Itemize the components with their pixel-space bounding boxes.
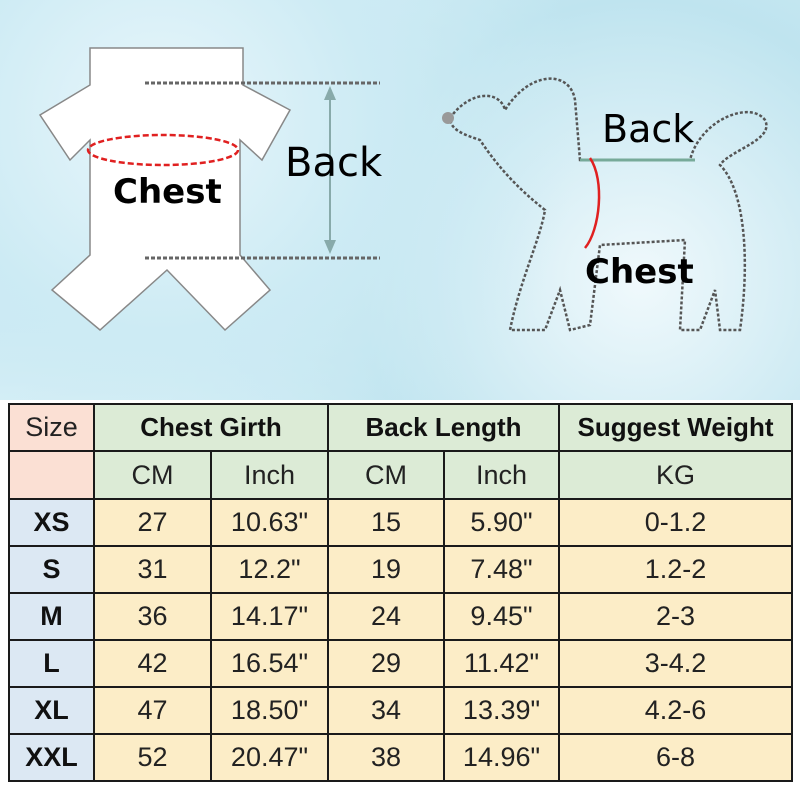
dog-outline-icon: [442, 77, 768, 332]
cell-weight: 3-4.2: [558, 639, 793, 688]
measurement-diagram: [38, 47, 768, 332]
size-cell: XXL: [8, 733, 95, 782]
back-length-header: Back Length: [327, 403, 560, 452]
cell-chest-inch: 20.47": [210, 733, 329, 782]
chest-girth-header: Chest Girth: [93, 403, 329, 452]
cell-weight: 4.2-6: [558, 686, 793, 735]
cell-back-inch: 13.39": [443, 686, 560, 735]
size-unit-cell: [8, 450, 95, 500]
cell-back-inch: 7.48": [443, 545, 560, 594]
cell-weight: 1.2-2: [558, 545, 793, 594]
cell-chest-cm: 36: [93, 592, 212, 641]
cell-back-cm: 19: [327, 545, 445, 594]
dog-back-label: Back: [602, 107, 695, 151]
unit-back-inch: Inch: [443, 450, 560, 500]
table-row: XL 47 18.50" 34 13.39" 4.2-6: [8, 686, 793, 735]
size-chart-table: Size Chest Girth Back Length Suggest Wei…: [8, 403, 793, 782]
table-row: XS 27 10.63" 15 5.90" 0-1.2: [8, 498, 793, 547]
cell-chest-cm: 31: [93, 545, 212, 594]
garment-chest-label: Chest: [113, 172, 222, 212]
cell-weight: 2-3: [558, 592, 793, 641]
unit-chest-inch: Inch: [210, 450, 329, 500]
cell-back-cm: 24: [327, 592, 445, 641]
cell-back-cm: 38: [327, 733, 445, 782]
dog-chest-label: Chest: [585, 252, 694, 292]
table-row: XXL 52 20.47" 38 14.96" 6-8: [8, 733, 793, 782]
unit-chest-cm: CM: [93, 450, 212, 500]
cell-back-inch: 5.90": [443, 498, 560, 547]
unit-weight-kg: KG: [558, 450, 793, 500]
cell-chest-inch: 10.63": [210, 498, 329, 547]
illustration: Chest Back Back Chest: [0, 0, 800, 400]
cell-back-inch: 11.42": [443, 639, 560, 688]
garment-back-label: Back: [285, 140, 383, 186]
cell-chest-cm: 47: [93, 686, 212, 735]
cell-chest-cm: 42: [93, 639, 212, 688]
cell-back-cm: 29: [327, 639, 445, 688]
cell-chest-cm: 27: [93, 498, 212, 547]
cell-back-cm: 34: [327, 686, 445, 735]
size-cell: XS: [8, 498, 95, 547]
table-row: M 36 14.17" 24 9.45" 2-3: [8, 592, 793, 641]
garment-icon: [38, 47, 380, 332]
cell-chest-inch: 14.17": [210, 592, 329, 641]
size-cell: L: [8, 639, 95, 688]
cell-chest-inch: 18.50": [210, 686, 329, 735]
cell-chest-inch: 12.2": [210, 545, 329, 594]
table-row: L 42 16.54" 29 11.42" 3-4.2: [8, 639, 793, 688]
cell-back-cm: 15: [327, 498, 445, 547]
size-cell: M: [8, 592, 95, 641]
table-row: S 31 12.2" 19 7.48" 1.2-2: [8, 545, 793, 594]
size-header: Size: [8, 403, 95, 452]
cell-weight: 0-1.2: [558, 498, 793, 547]
cell-back-inch: 14.96": [443, 733, 560, 782]
suggest-weight-header: Suggest Weight: [558, 403, 793, 452]
size-cell: XL: [8, 686, 95, 735]
cell-weight: 6-8: [558, 733, 793, 782]
unit-back-cm: CM: [327, 450, 445, 500]
cell-chest-inch: 16.54": [210, 639, 329, 688]
cell-back-inch: 9.45": [443, 592, 560, 641]
size-cell: S: [8, 545, 95, 594]
cell-chest-cm: 52: [93, 733, 212, 782]
